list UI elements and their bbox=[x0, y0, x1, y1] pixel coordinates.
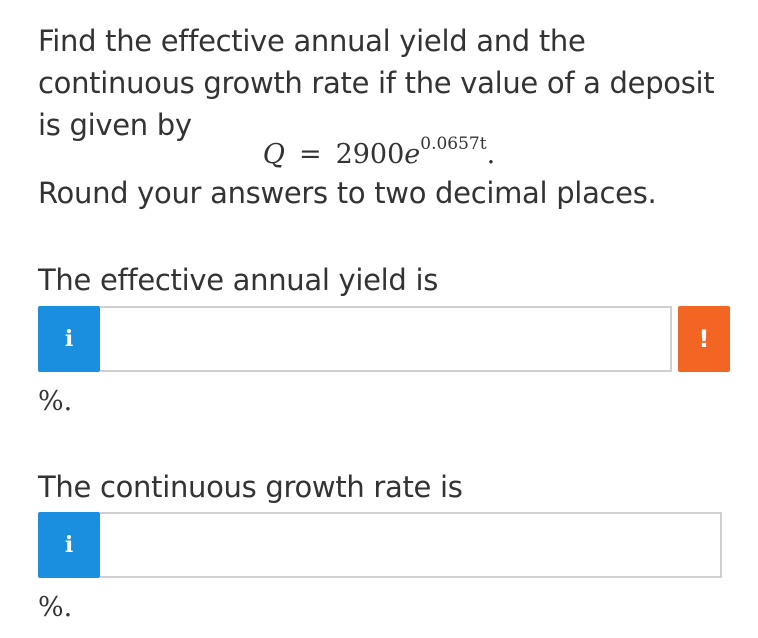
rounding-instruction: Round your answers to two decimal places… bbox=[38, 176, 657, 210]
alert-icon[interactable]: ! bbox=[678, 306, 730, 372]
continuous-growth-unit: %. bbox=[38, 592, 73, 623]
equation: Q = 2900e0.0657t. bbox=[0, 128, 758, 175]
equation-lhs: Q bbox=[262, 139, 285, 170]
equation-base: e bbox=[404, 139, 421, 170]
equation-coefficient: 2900 bbox=[335, 139, 405, 170]
continuous-growth-prompt: The continuous growth rate is bbox=[38, 470, 463, 504]
effective-yield-prompt: The effective annual yield is bbox=[38, 263, 439, 297]
continuous-growth-input[interactable] bbox=[100, 512, 722, 578]
equation-equals: = bbox=[298, 139, 322, 170]
question-text: Find the effective annual yield and the … bbox=[38, 24, 715, 142]
effective-yield-answer-row: i ! bbox=[38, 306, 730, 372]
equation-period: . bbox=[486, 139, 496, 170]
continuous-growth-answer-row: i bbox=[38, 512, 722, 578]
info-icon[interactable]: i bbox=[38, 306, 100, 372]
effective-yield-unit: %. bbox=[38, 386, 73, 417]
info-icon[interactable]: i bbox=[38, 512, 100, 578]
effective-yield-input[interactable] bbox=[100, 306, 672, 372]
equation-exponent: 0.0657t bbox=[420, 134, 487, 154]
